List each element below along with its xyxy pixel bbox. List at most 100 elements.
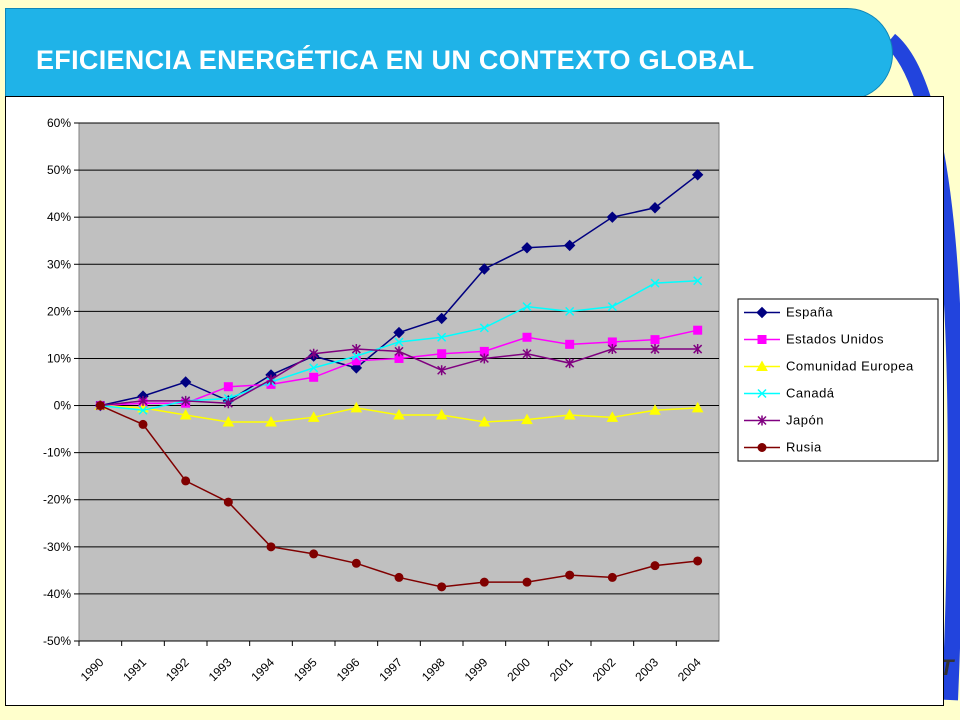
data-point [606,411,619,422]
data-point [565,358,575,369]
data-point [607,302,617,312]
x-tick-label: 2004 [675,655,704,684]
data-point [693,276,703,286]
data-point [563,239,576,252]
y-tick-label: -20% [43,493,71,507]
data-point [435,312,448,325]
legend-label: Canadá [786,386,835,401]
data-point [394,337,404,347]
title-banner: EFICIENCIA ENERGÉTICA EN UN CONTEXTO GLO… [5,8,893,100]
decorative-arc [884,33,960,701]
data-point [138,405,148,415]
chart-container: 60% 50% 40% 30% 20% 10% 0% -10% -20% -30% -40% -50%… [5,96,944,706]
data-point [179,408,192,420]
data-point [565,339,575,349]
data-point [265,415,277,427]
x-tick-label: 1992 [163,655,192,684]
data-point [650,278,660,288]
legend-marker [757,443,767,452]
data-point [437,365,447,376]
x-tick-label: 1999 [462,655,491,684]
y-tick-label: 10% [47,351,71,365]
data-point [351,558,361,568]
legend-label: Comunidad Europea [786,359,914,374]
data-point [309,363,319,373]
y-tick-label: -40% [43,587,71,601]
legend-label: España [786,305,833,320]
series-5 [95,401,703,592]
plot-area [78,122,720,642]
data-point [479,577,489,587]
data-point [394,346,404,357]
data-point [181,476,191,486]
data-point [437,582,447,592]
data-point [179,376,192,388]
data-point [350,401,363,413]
data-point [607,572,617,582]
data-point [650,561,660,571]
legend-label: Estados Unidos [786,332,884,347]
y-tick-label: 40% [47,210,71,224]
data-point [606,211,619,223]
data-point [351,351,361,361]
x-tick-label: 1998 [419,655,448,684]
data-point [693,325,703,335]
data-point [521,413,533,425]
y-tick-label: 50% [47,163,71,177]
data-point [563,408,576,420]
x-tick-label: 1993 [206,655,235,684]
y-tick-label: -50% [43,634,71,648]
data-point [649,404,661,415]
data-point [522,348,532,359]
y-tick-label: -10% [43,446,71,460]
data-point [309,549,319,559]
x-tick-label: 1990 [78,655,107,684]
legend-marker [757,335,767,344]
data-point [393,408,405,420]
data-point [437,349,447,359]
data-point [394,572,404,582]
data-point [393,326,405,339]
legend-label: Rusia [786,440,822,455]
data-point [223,382,233,392]
data-point [478,263,491,275]
data-point [565,306,575,316]
data-point [691,401,704,413]
data-point [351,344,361,355]
series-group [94,169,704,592]
x-tick-label: 1991 [120,655,149,684]
data-point [266,374,276,385]
data-point [479,323,489,333]
y-tick-label: -30% [43,540,71,554]
data-point [309,372,319,382]
legend-marker [756,306,768,319]
data-point [479,353,489,364]
legend: España Estados Unidos Comunidad Europea Can… [737,298,939,462]
x-tick-label: 1997 [376,655,405,684]
data-point [691,169,704,181]
data-point [522,577,532,587]
x-tick-label: 1994 [248,655,277,684]
data-point [437,332,447,342]
data-point [181,395,191,406]
data-point [650,335,660,345]
data-point [693,556,703,566]
legend-box [737,298,939,462]
y-tick-label: 30% [47,257,71,271]
legend-marker [756,360,768,371]
data-point [607,344,617,355]
data-point [478,415,491,427]
y-tick-label: 20% [47,304,71,318]
x-tick-label: 1996 [334,655,363,684]
x-tick-label: 2001 [547,655,576,684]
data-point [95,401,105,411]
data-point [223,398,233,409]
x-tick-label: 2002 [590,655,619,684]
line-chart: 60% 50% 40% 30% 20% 10% 0% -10% -20% -30% -40% -50%… [43,116,939,684]
page-title: EFICIENCIA ENERGÉTICA EN UN CONTEXTO GLO… [36,45,755,75]
data-point [223,497,233,507]
x-tick-label: 1995 [291,655,320,684]
data-point [522,332,532,342]
legend-marker [757,415,767,426]
y-tick-label: 0% [54,399,72,413]
